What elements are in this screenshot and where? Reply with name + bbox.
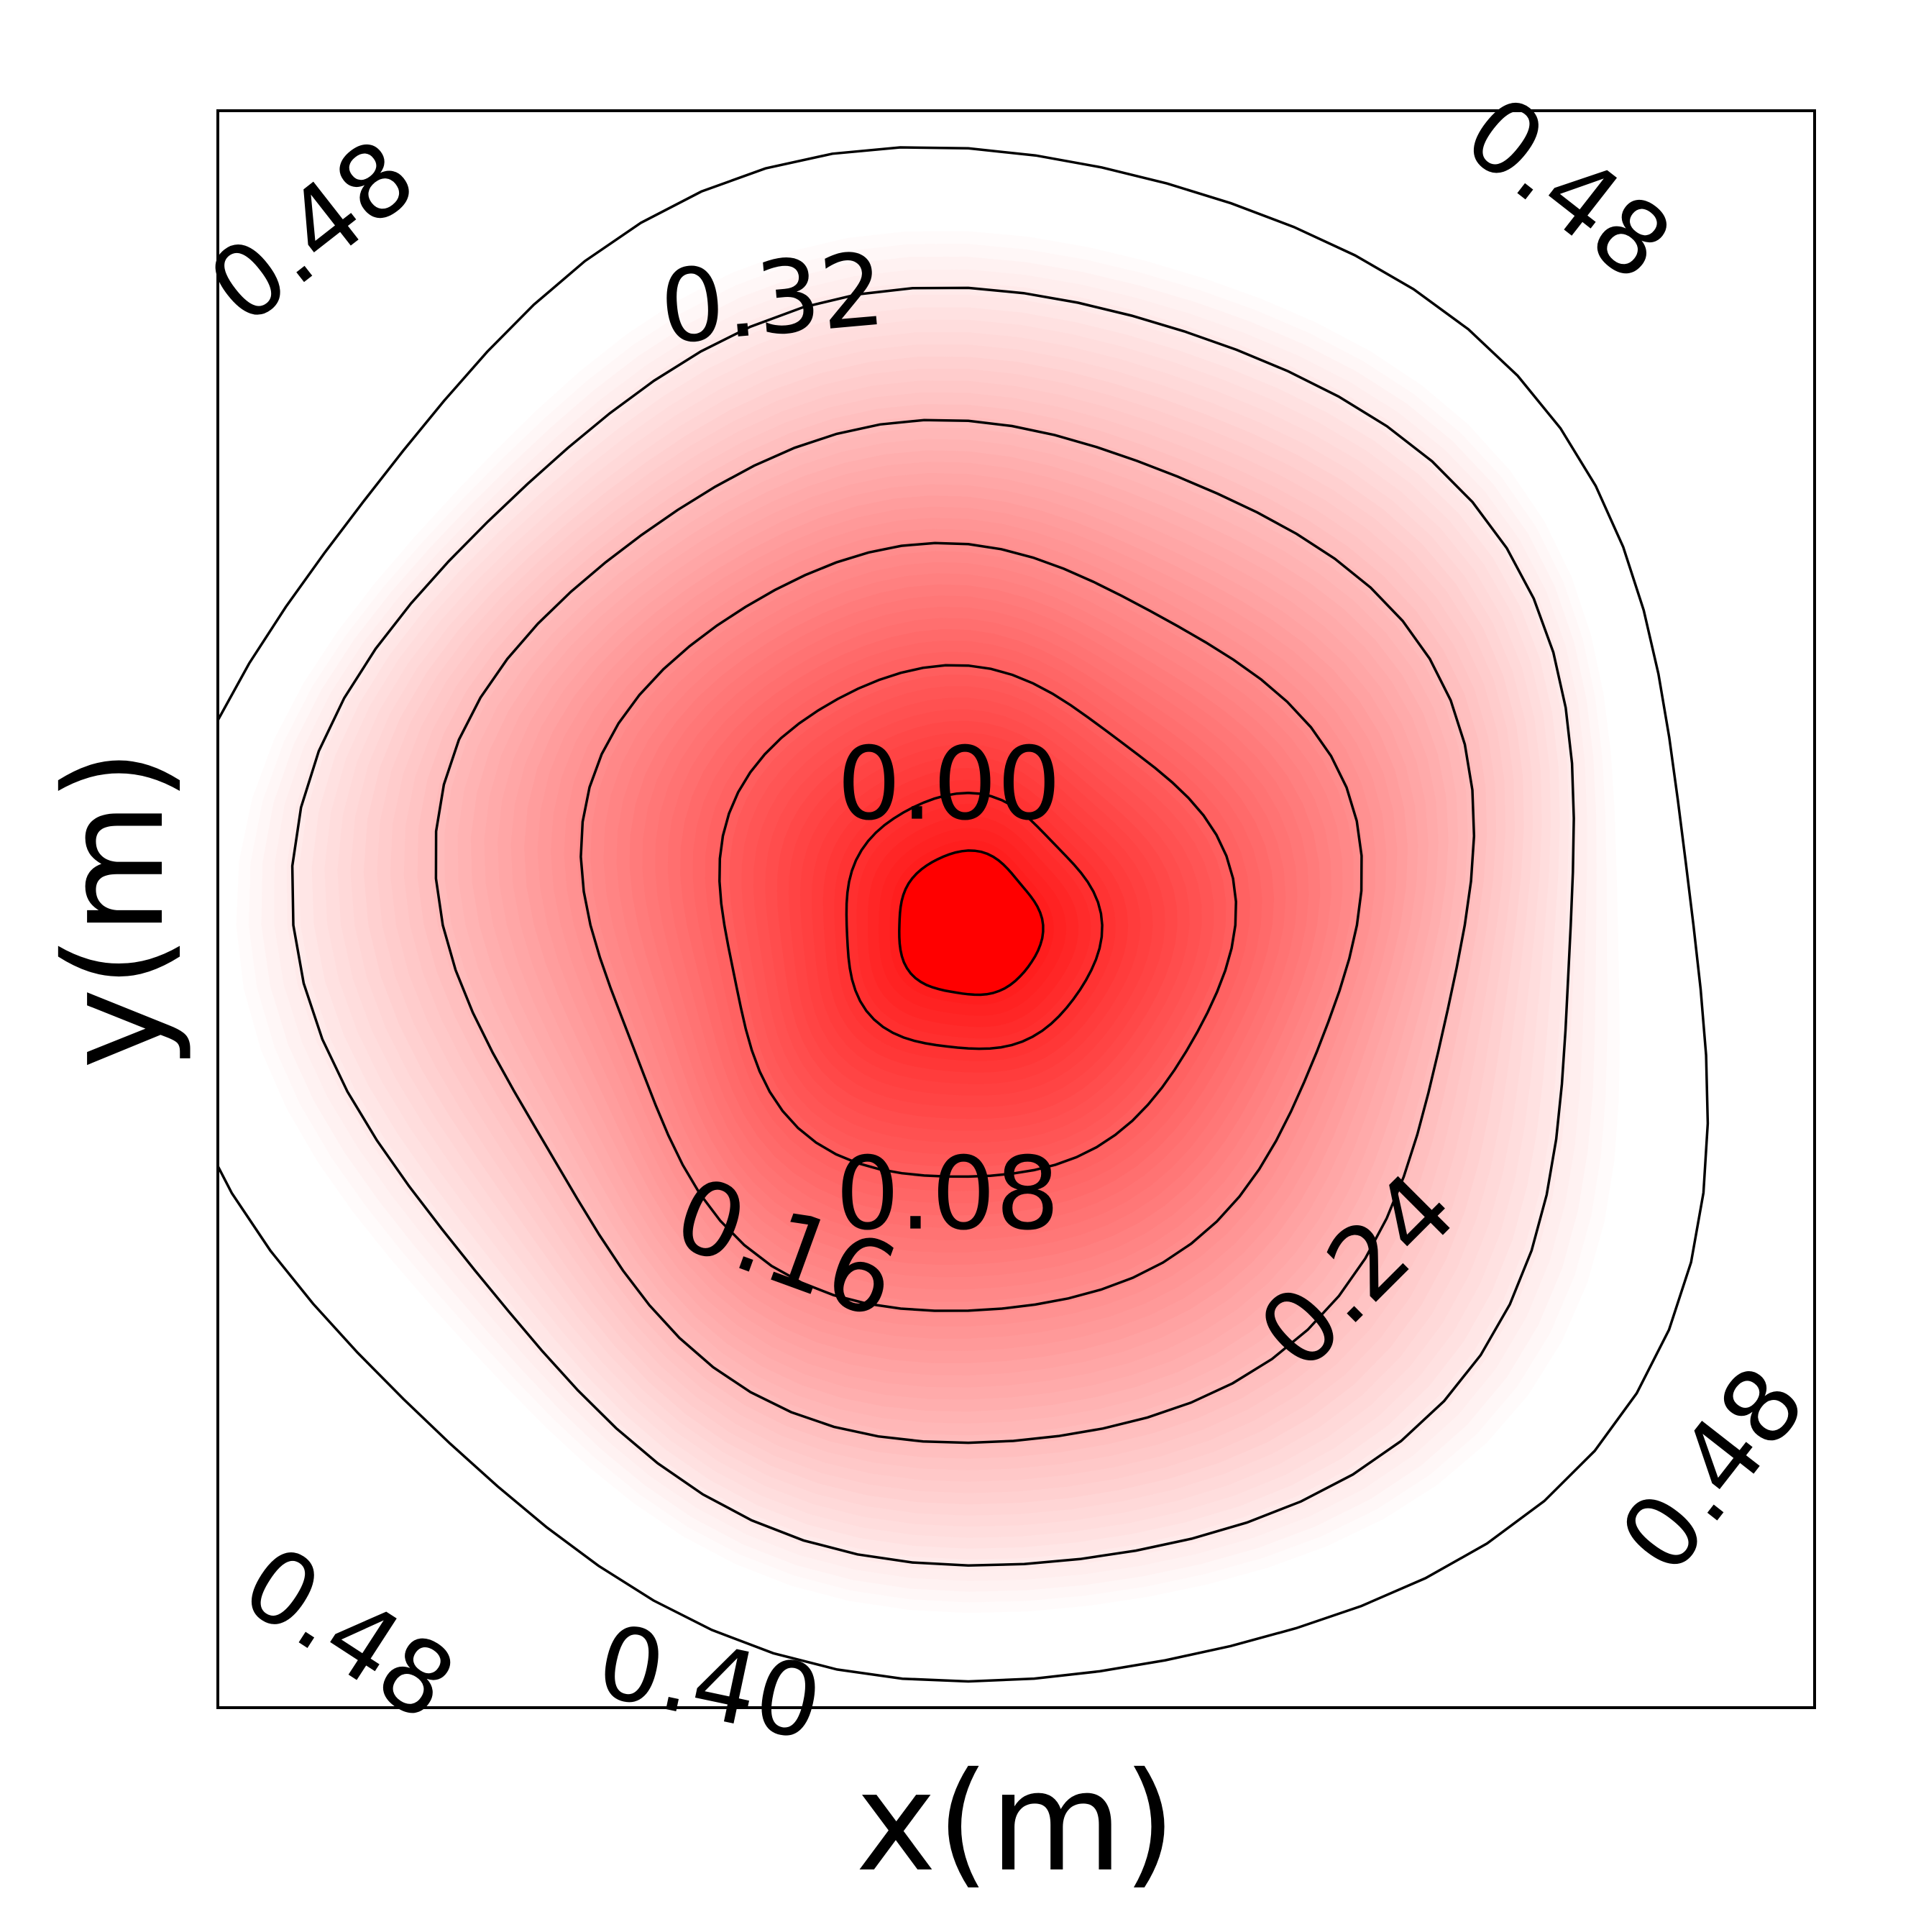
contour-line-0.32 <box>434 418 1476 1445</box>
contour-label: 0.00 <box>837 726 1061 843</box>
contour-line-layer <box>218 146 1710 1683</box>
contour-line-0.16 <box>718 664 1237 1178</box>
contour-line-0.24 <box>579 541 1363 1312</box>
contour-label-group: 0.08 <box>835 1136 1060 1253</box>
contour-label: 0.08 <box>835 1136 1060 1253</box>
contour-line-0.08 <box>845 791 1104 1050</box>
contour-label: 0.32 <box>656 231 889 367</box>
contour-label-group: 0.32 <box>656 231 889 367</box>
y-axis-title: y(m) <box>35 748 194 1069</box>
contour-fill-core <box>899 850 1043 995</box>
contour-line-0.00 <box>898 849 1045 997</box>
x-axis-title: x(m) <box>856 1743 1176 1902</box>
plot-frame <box>216 109 1816 1709</box>
contour-line-0.48 <box>218 146 1710 1683</box>
contour-label-group: 0.00 <box>837 726 1061 843</box>
contour-line-0.40 <box>290 286 1575 1567</box>
